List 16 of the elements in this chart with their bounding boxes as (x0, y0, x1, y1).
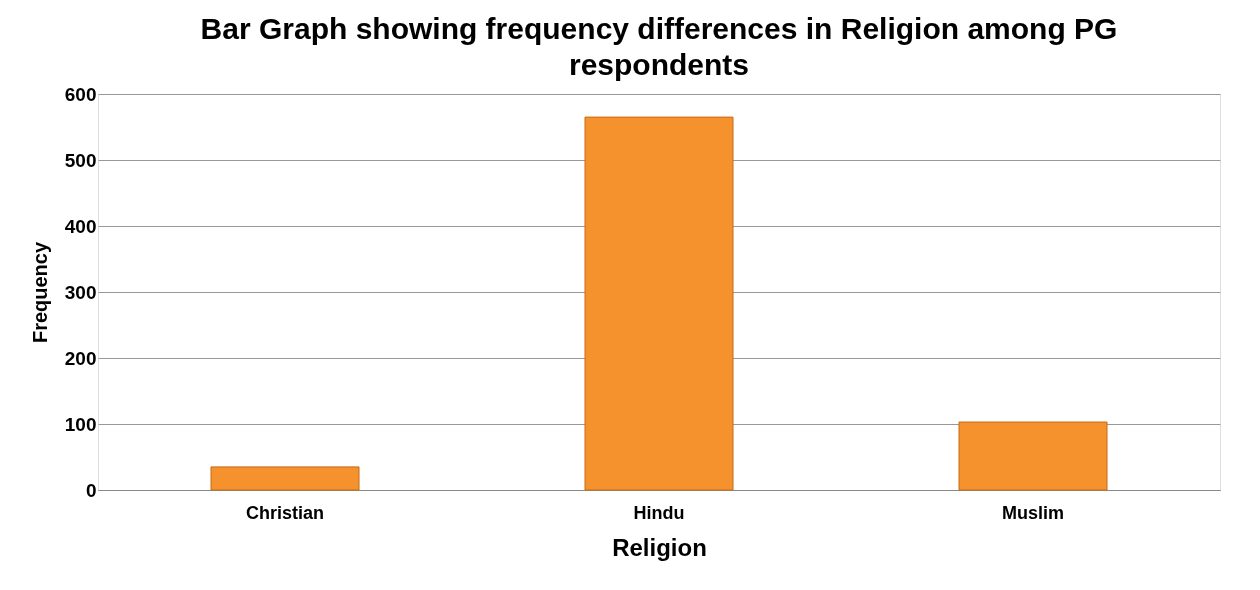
y-tick-label: 300 (64, 281, 97, 303)
x-tick-label: Muslim (1001, 502, 1065, 523)
x-axis-title: Religion (612, 533, 707, 561)
bar (958, 421, 1108, 491)
y-tick-label: 500 (64, 149, 97, 171)
chart-title: Bar Graph showing frequency differences in Religion among PG respondents (200, 12, 1118, 81)
y-tick-label: 0 (85, 479, 97, 501)
bar (210, 466, 360, 491)
bar (584, 116, 734, 491)
y-tick-label: 400 (64, 215, 97, 237)
y-axis-title: Frequency (28, 241, 51, 344)
x-tick-label: Christian (245, 502, 325, 523)
y-tick-label: 200 (64, 347, 97, 369)
y-tick-label: 100 (64, 413, 97, 435)
y-tick-label: 600 (64, 83, 97, 105)
x-tick-label: Hindu (633, 502, 685, 523)
